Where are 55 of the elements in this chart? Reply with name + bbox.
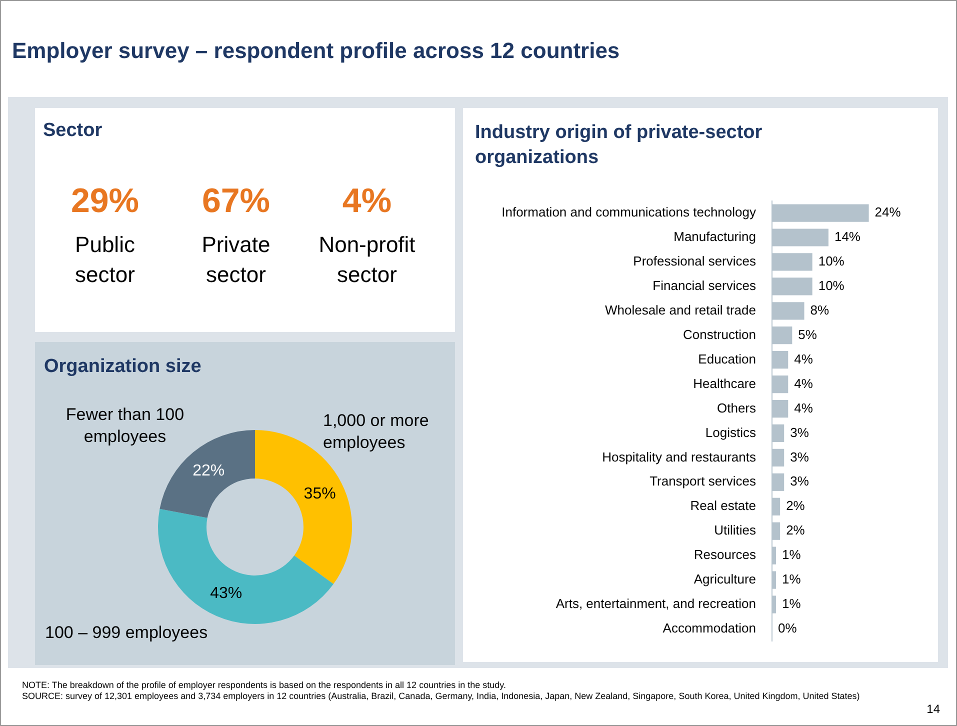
text: Employer survey – respondent profile across 12 countries (12, 38, 620, 64)
category-label: Non-profit sector (318, 231, 416, 289)
text: Industry origin of private-sector organizations (475, 121, 764, 170)
data-label: 4% (794, 376, 814, 391)
category-label: Private sector (200, 231, 272, 289)
y-tick-label: Utilities (714, 522, 756, 538)
data-label: 67% (200, 182, 272, 221)
slice-label: 100 – 999 employees (45, 622, 209, 644)
data-label: 14% (834, 229, 861, 244)
data-label: 3% (790, 424, 810, 440)
data-label: 22% (192, 462, 225, 480)
y-tick-label: Financial services (652, 278, 756, 294)
data-label: 3% (790, 474, 810, 489)
y-tick-label: Construction (683, 326, 756, 342)
data-label: 4% (794, 400, 814, 416)
data-label: 29% (70, 182, 140, 221)
data-label: 1% (782, 596, 802, 612)
data-label: 0% (778, 620, 798, 636)
y-tick-label: Healthcare (693, 376, 756, 391)
y-tick-label: Logistics (705, 424, 756, 440)
data-label: 3% (790, 449, 810, 464)
y-tick-label: Information and communications technology (502, 204, 756, 220)
y-tick-label: Wholesale and retail trade (604, 302, 756, 318)
y-tick-label: Accommodation (662, 620, 756, 636)
y-tick-label: Others (716, 400, 756, 416)
y-tick-label: Education (698, 351, 756, 366)
text: NOTE: The breakdown of the profile of employer respondents is based on the respondents in all 12 countries in the study. (22, 680, 507, 691)
y-tick-label: Hospitality and restaurants (602, 449, 756, 464)
source-note: SOURCE: survey of 12,301 employees and 3,734 employers in 12 countries (Australia, Brazil, Canada, Germany, India, Indonesia, Japan, New Zealand, Singapore, South Korea, United Kingdom, United States) (22, 691, 861, 702)
data-label: 43% (210, 585, 242, 602)
data-label: 10% (818, 278, 845, 294)
y-tick-label: Real estate (690, 498, 756, 514)
y-tick-label: Professional services (633, 254, 756, 269)
y-tick-label: Resources (694, 547, 756, 562)
slice-label: Fewer than 100 employees (64, 404, 186, 448)
data-label: 1% (782, 572, 802, 587)
text: Sector (43, 120, 102, 142)
data-label: 10% (818, 254, 845, 269)
category-label: Public sector (74, 231, 136, 289)
data-label: 4% (341, 182, 393, 221)
data-label: 5% (798, 326, 818, 342)
y-tick-label: Manufacturing (674, 229, 756, 244)
y-tick-label: Arts, entertainment, and recreation (556, 596, 756, 612)
slice-label: 1,000 or more employees (323, 410, 430, 454)
data-label: 24% (874, 204, 902, 220)
data-label: 8% (810, 302, 830, 318)
y-tick-label: Transport services (650, 474, 756, 489)
chart-title: Organization size (44, 356, 202, 378)
data-label: 2% (786, 522, 806, 538)
data-label: 1% (782, 547, 802, 562)
data-label: 2% (786, 498, 806, 514)
data-label: 4% (794, 351, 814, 366)
data-label: 35% (304, 485, 336, 502)
text: 14 (926, 702, 940, 716)
y-tick-label: Agriculture (694, 572, 756, 587)
